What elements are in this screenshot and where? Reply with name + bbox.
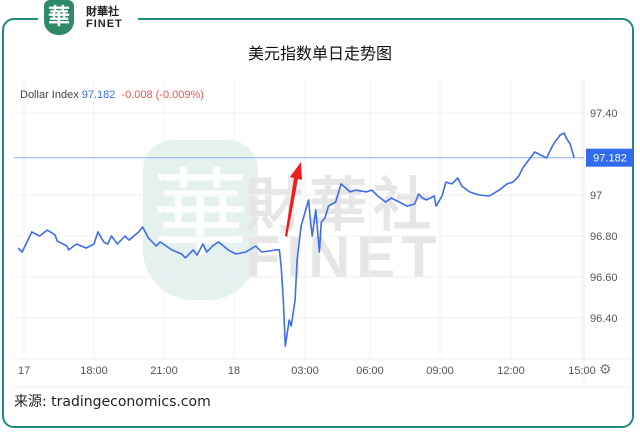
watermark-seal: 華 bbox=[143, 140, 258, 300]
brand-cn: 財華社 bbox=[86, 6, 119, 18]
x-tick-label: 12:00 bbox=[497, 365, 525, 377]
dollar-index-line bbox=[17, 132, 575, 347]
x-tick-label: 18:00 bbox=[80, 365, 108, 377]
chart-title: 美元指数单日走势图 bbox=[247, 44, 392, 63]
x-tick-label: 06:00 bbox=[356, 365, 384, 377]
x-tick-label: 15:00 bbox=[568, 365, 596, 377]
y-tick-label: 96.60 bbox=[590, 272, 618, 284]
red-arrow-annotation bbox=[285, 162, 302, 237]
last-value-badge bbox=[586, 148, 634, 167]
legend-name: Dollar Index bbox=[20, 89, 79, 101]
finet-brand: 財華社 FINET bbox=[86, 6, 123, 30]
x-tick-label: 09:00 bbox=[426, 365, 454, 377]
legend-change: -0.008 (-0.009%) bbox=[121, 89, 204, 101]
y-tick-label: 97.40 bbox=[590, 108, 618, 120]
x-tick-label: 21:00 bbox=[150, 365, 178, 377]
source-note: 来源: tradingeconomics.com bbox=[14, 394, 211, 410]
y-tick-label: 96.80 bbox=[590, 231, 618, 243]
last-value-label: 97.182 bbox=[593, 153, 627, 165]
x-tick-label: 18 bbox=[228, 365, 240, 377]
settings-gear-icon[interactable]: ⚙ bbox=[599, 361, 612, 377]
y-tick-label: 96.40 bbox=[590, 313, 618, 325]
card-frame bbox=[2, 18, 634, 428]
brand-en: FINET bbox=[86, 18, 123, 30]
chart-legend: Dollar Index 97.182 -0.008 (-0.009%) bbox=[20, 89, 204, 101]
x-tick-label: 03:00 bbox=[291, 365, 319, 377]
y-tick-label: 97 bbox=[590, 190, 602, 202]
x-tick-label: 17 bbox=[18, 365, 30, 377]
legend-value: 97.182 bbox=[81, 89, 116, 101]
finet-logo-seal: 華 bbox=[44, 0, 74, 35]
